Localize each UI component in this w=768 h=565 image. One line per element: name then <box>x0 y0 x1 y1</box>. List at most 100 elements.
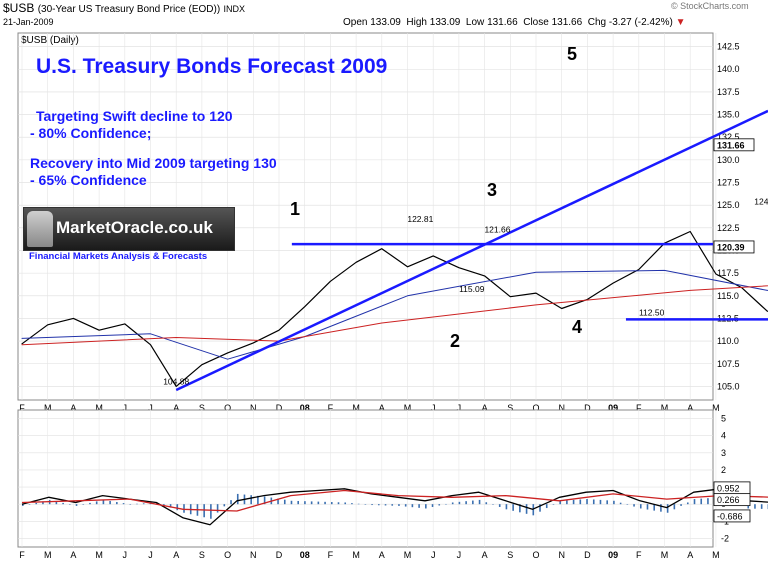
macd-histogram-bar <box>69 504 71 505</box>
macd-line <box>21 488 768 526</box>
header-title-row: $USB (30-Year US Treasury Bond Price (EO… <box>3 1 245 15</box>
macd-x-tick-label: J <box>457 550 462 560</box>
macd-histogram-bar <box>519 504 521 513</box>
macd-histogram-bar <box>250 495 252 505</box>
macd-y-tick-label: 2 <box>721 465 726 475</box>
price-data-label: 122.81 <box>407 214 433 224</box>
price-x-tick-label: O <box>532 403 539 413</box>
macd-histogram-bar <box>445 503 447 505</box>
macd-histogram-bar <box>606 500 608 505</box>
macd-histogram-bar <box>216 504 219 513</box>
macd-histogram-bar <box>290 500 293 505</box>
price-axis-box <box>713 138 755 152</box>
low-value: 131.66 <box>487 17 518 28</box>
forecast-line-1: Targeting Swift decline to 120 <box>36 108 233 124</box>
macd-histogram-bar <box>142 503 145 505</box>
macd-histogram-bar <box>136 503 138 505</box>
macd-histogram-bar <box>257 495 259 505</box>
macd-axis-value: -0.686 <box>717 511 743 521</box>
macd-histogram-bar <box>411 504 414 508</box>
statue-icon <box>27 211 53 247</box>
price-x-tick-label: F <box>19 403 25 413</box>
macd-histogram-bar <box>95 501 98 505</box>
macd-histogram-bar <box>391 504 394 506</box>
forecast-line-3: Recovery into Mid 2009 targeting 130 <box>30 155 277 171</box>
macd-histogram-bar <box>404 504 407 507</box>
macd-x-tick-label: J <box>148 550 153 560</box>
price-y-axis: 105.0107.5110.0112.5115.0117.5120.0122.5… <box>717 42 740 392</box>
credit: © StockCharts.com <box>671 1 749 11</box>
macd-histogram-bar <box>310 501 313 505</box>
macd-y-axis: -2-1012345 <box>721 414 729 544</box>
macd-y-tick-label: 3 <box>721 448 726 458</box>
price-y-tick-label: 105.0 <box>717 381 740 391</box>
symbol-description: (30-Year US Treasury Bond Price (EOD)) <box>37 4 221 15</box>
price-x-tick-label: S <box>199 403 205 413</box>
macd-histogram-bar <box>35 502 38 505</box>
close-value: 131.66 <box>551 17 583 28</box>
macd-axis-value: 0.266 <box>717 495 740 505</box>
change-value: -3.27 (-2.42%) <box>608 17 673 28</box>
macd-histogram-bar <box>700 498 703 505</box>
macd-panel <box>17 409 714 548</box>
macd-x-tick-label: A <box>379 550 385 560</box>
macd-x-tick-label: F <box>636 550 642 560</box>
macd-axis-box <box>713 509 751 523</box>
price-data-label: 115.09 <box>459 284 485 294</box>
macd-histogram-bar <box>599 499 602 505</box>
macd-histogram-bar <box>666 504 669 513</box>
price-x-tick-label: S <box>507 403 513 413</box>
wave-label-3: 3 <box>487 180 497 200</box>
price-data-label: 104.88 <box>163 376 189 386</box>
macd-histogram-bar <box>351 503 353 505</box>
macd-histogram-bar <box>707 498 709 505</box>
price-y-tick-label: 142.5 <box>717 42 740 52</box>
price-y-tick-label: 110.0 <box>717 336 739 346</box>
forecast-line-2: - 80% Confidence; <box>30 125 152 141</box>
macd-histogram-bar <box>357 503 360 505</box>
down-arrow-icon: ▼ <box>675 17 686 28</box>
macd-x-tick-label: A <box>687 550 693 560</box>
price-y-tick-label: 130.0 <box>717 155 740 165</box>
macd-histogram-bar <box>626 504 629 505</box>
macd-histogram-bar <box>552 504 555 505</box>
price-y-tick-label: 127.5 <box>717 178 740 188</box>
macd-x-tick-label: O <box>224 550 231 560</box>
macd-histogram-bar <box>673 504 676 510</box>
price-x-tick-label: M <box>352 403 360 413</box>
macd-histogram-bar <box>109 500 111 505</box>
wave-label-2: 2 <box>450 331 460 351</box>
macd-histogram-bar <box>129 504 132 505</box>
macd-histogram-bar <box>472 500 474 505</box>
macd-histogram-bar <box>344 502 347 505</box>
macd-histogram-bar <box>693 499 696 505</box>
macd-histogram-bar <box>102 499 105 505</box>
macd-x-tick-label: A <box>482 550 488 560</box>
header-date: 21-Jan-2009 <box>3 17 54 27</box>
macd-histogram-bar <box>297 500 299 505</box>
macd-histogram-bar <box>330 502 333 505</box>
macd-histogram-bar <box>539 504 541 512</box>
macd-x-tick-label: F <box>19 550 25 560</box>
macd-histogram-bar <box>478 499 481 505</box>
price-x-tick-label: D <box>584 403 591 413</box>
macd-histogram-bar <box>492 504 494 505</box>
macd-y-tick-label: 4 <box>721 431 726 441</box>
price-y-tick-label: 137.5 <box>717 87 740 97</box>
price-x-tick-label: M <box>712 403 720 413</box>
macd-histogram-bar <box>498 504 501 507</box>
macd-histogram-bar <box>82 504 85 505</box>
price-x-tick-label: J <box>123 403 128 413</box>
macd-histogram-bar <box>485 502 488 505</box>
price-series <box>21 230 768 387</box>
price-grid <box>18 33 717 400</box>
macd-x-tick-label: M <box>712 550 720 560</box>
macd-histogram-bar <box>760 504 763 509</box>
price-y-tick-label: 135.0 <box>717 110 740 120</box>
macd-x-tick-label: N <box>250 550 257 560</box>
macd-x-tick-label: M <box>404 550 412 560</box>
macd-x-tick-label: D <box>276 550 283 560</box>
macd-histogram-bar <box>283 499 286 505</box>
macd-series: 0.952 0.266 -0.686 <box>21 481 768 526</box>
macd-x-tick-label: S <box>507 550 513 560</box>
